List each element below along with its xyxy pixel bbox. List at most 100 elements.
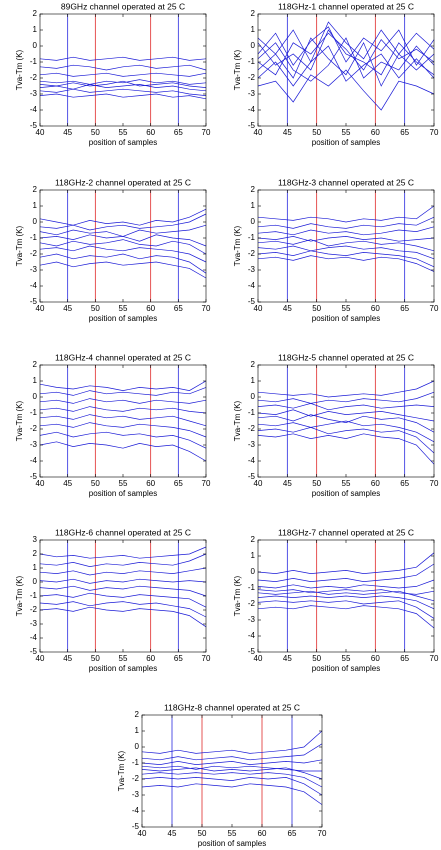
x-axis-label: position of samples — [89, 138, 157, 147]
x-tick-label: 70 — [202, 479, 211, 488]
y-tick-label: 0 — [251, 567, 256, 576]
x-tick-label: 55 — [119, 654, 128, 663]
x-axis-label: position of samples — [89, 664, 157, 673]
y-tick-label: 2 — [33, 185, 38, 194]
y-tick-label: -5 — [30, 647, 38, 656]
x-tick-label: 70 — [430, 304, 439, 313]
data-line — [257, 391, 435, 404]
data-line — [39, 578, 207, 584]
y-tick-label: 2 — [135, 710, 140, 719]
y-tick-label: 1 — [33, 25, 38, 34]
data-line — [141, 765, 322, 772]
data-line — [39, 592, 207, 608]
x-tick-label: 50 — [312, 304, 321, 313]
data-line — [257, 69, 435, 111]
x-tick-label: 60 — [258, 829, 267, 838]
subplot: 40 45 50 55 60 65 70 -5 -4 -3 -2 -1 0 1 2 118GHz-8 chan… — [117, 702, 327, 848]
data-line — [39, 431, 207, 449]
x-tick-label: 60 — [146, 128, 155, 137]
y-tick-label: 2 — [251, 185, 256, 194]
x-tick-label: 55 — [342, 654, 351, 663]
y-tick-label: -5 — [248, 297, 256, 306]
subplot: 40 45 50 55 60 65 70 -5 -4 -3 -2 -1 0 1 2 3 118GHz-6 cha… — [15, 527, 211, 673]
data-line — [39, 441, 207, 462]
x-tick-label: 55 — [342, 479, 351, 488]
y-tick-label: -3 — [132, 790, 140, 799]
y-tick-label: -1 — [248, 408, 256, 417]
y-tick-label: -2 — [30, 249, 38, 258]
y-tick-label: -2 — [30, 605, 38, 614]
y-axis-label: Tva-Tm (K) — [233, 400, 242, 441]
data-line — [39, 239, 207, 255]
data-line — [257, 380, 435, 398]
x-tick-label: 40 — [254, 128, 263, 137]
data-line — [39, 406, 207, 414]
x-tick-label: 50 — [312, 654, 321, 663]
x-tick-label: 45 — [63, 304, 72, 313]
x-axis-label: position of samples — [312, 138, 380, 147]
data-line — [39, 234, 207, 247]
y-tick-label: -1 — [30, 591, 38, 600]
y-tick-label: -3 — [248, 89, 256, 98]
x-tick-label: 50 — [312, 128, 321, 137]
x-tick-label: 65 — [174, 128, 183, 137]
y-tick-label: -2 — [248, 424, 256, 433]
x-tick-label: 50 — [312, 479, 321, 488]
data-line — [39, 72, 207, 77]
chart-title: 118GHz-1 channel operated at 25 C — [278, 1, 414, 11]
data-line — [141, 743, 323, 761]
plot-area — [142, 715, 322, 827]
data-line — [257, 29, 435, 76]
y-tick-label: -5 — [132, 822, 140, 831]
data-line — [257, 236, 435, 242]
x-tick-label: 65 — [400, 128, 409, 137]
data-line — [39, 261, 207, 279]
data-line — [39, 88, 207, 96]
data-line — [257, 579, 435, 589]
data-line — [257, 239, 435, 252]
data-line — [39, 387, 207, 396]
x-tick-label: 40 — [36, 128, 45, 137]
data-line — [257, 420, 435, 443]
data-line — [257, 226, 435, 236]
data-line — [141, 730, 323, 754]
x-axis-label: position of samples — [312, 314, 380, 323]
x-tick-label: 50 — [198, 829, 207, 838]
data-line — [257, 37, 435, 82]
data-line — [257, 589, 435, 595]
data-line — [39, 79, 207, 85]
x-tick-label: 55 — [119, 304, 128, 313]
x-tick-label: 45 — [63, 654, 72, 663]
y-tick-label: 2 — [33, 9, 38, 18]
data-line — [39, 208, 207, 226]
y-tick-label: 1 — [251, 376, 256, 385]
data-line — [257, 205, 435, 223]
plot-area — [40, 190, 206, 302]
x-tick-label: 40 — [254, 654, 263, 663]
y-tick-label: -4 — [30, 456, 38, 465]
y-tick-label: 2 — [33, 549, 38, 558]
plot-area — [40, 14, 206, 126]
data-line — [257, 600, 435, 619]
data-line — [39, 84, 207, 92]
data-line — [39, 245, 207, 263]
x-tick-label: 60 — [371, 479, 380, 488]
y-tick-label: -5 — [248, 472, 256, 481]
y-tick-label: 1 — [251, 551, 256, 560]
y-tick-label: -3 — [30, 619, 38, 628]
x-tick-label: 45 — [283, 479, 292, 488]
y-tick-label: -3 — [248, 265, 256, 274]
subplot: 40 45 50 55 60 65 70 -5 -4 -3 -2 -1 0 1 2 118GHz-1 chan… — [233, 1, 439, 147]
y-tick-label: 2 — [33, 360, 38, 369]
y-axis-label: Tva-Tm (K) — [233, 225, 242, 266]
y-tick-label: 1 — [251, 201, 256, 210]
chart-title: 89GHz channel operated at 25 C — [61, 1, 185, 11]
x-tick-label: 60 — [146, 654, 155, 663]
x-tick-label: 55 — [342, 128, 351, 137]
data-line — [141, 772, 323, 788]
subplot: 40 45 50 55 60 65 70 -5 -4 -3 -2 -1 0 1 2 118GHz-2 chan… — [15, 177, 211, 323]
y-tick-label: -4 — [248, 456, 256, 465]
data-line — [257, 595, 435, 610]
subplot: 40 45 50 55 60 65 70 -5 -4 -3 -2 -1 0 1 2 118GHz-5 chan… — [233, 352, 439, 498]
